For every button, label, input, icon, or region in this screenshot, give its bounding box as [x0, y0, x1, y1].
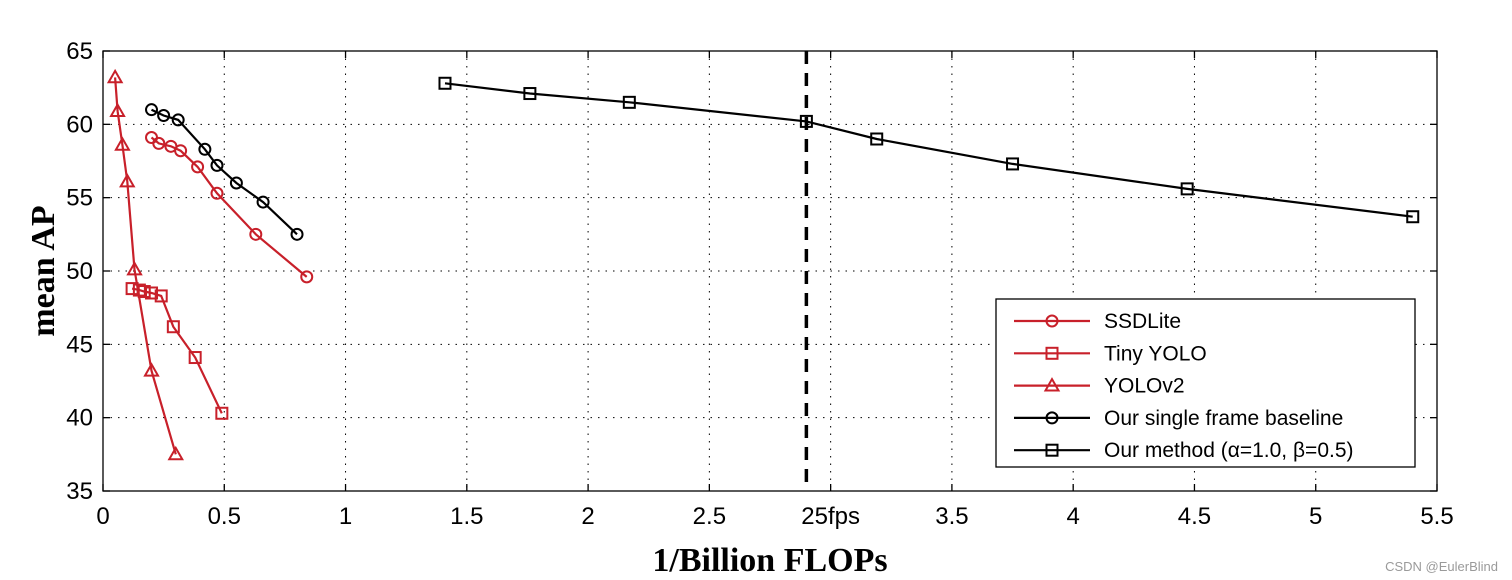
x-tick-label: 5: [1309, 503, 1322, 530]
series-group: [106, 68, 1420, 461]
series-3: [145, 103, 304, 241]
data-point: [198, 142, 212, 156]
legend-marker: [1045, 314, 1059, 328]
legend-label: SSDLite: [1104, 310, 1181, 333]
y-tick-label: 50: [66, 258, 93, 285]
data-point: [1406, 210, 1420, 224]
series-line: [114, 77, 177, 455]
x-tick-label: 0.5: [208, 503, 241, 530]
data-point: [438, 76, 452, 90]
data-point: [145, 286, 159, 300]
y-tick-label: 60: [66, 111, 93, 138]
x-axis-title: 1/Billion FLOPs: [652, 542, 887, 579]
data-point: [1006, 157, 1020, 171]
series-0: [145, 131, 314, 284]
data-point: [229, 176, 243, 190]
series-line: [444, 82, 1413, 218]
data-point: [188, 351, 202, 365]
ticks: 0 0.5 1 1.5 2 2.5 25fps 3.5 4 4.5 5 5.5 35 40 45 50 55 60…: [66, 38, 1453, 530]
x-tick-label: 2.5: [693, 503, 726, 530]
data-point: [191, 160, 205, 174]
data-point: [300, 270, 314, 284]
legend-marker: [1045, 443, 1059, 457]
data-point: [145, 103, 159, 117]
data-point: [799, 114, 813, 128]
x-tick-label: 25fps: [801, 503, 860, 530]
legend-label: YOLOv2: [1104, 375, 1185, 398]
data-point: [256, 195, 270, 209]
series-1: [125, 282, 229, 420]
data-point: [106, 68, 124, 84]
x-tick-label: 2: [581, 503, 594, 530]
data-point: [210, 186, 224, 200]
data-point: [166, 320, 180, 334]
data-point: [119, 173, 136, 188]
data-point: [174, 144, 188, 158]
data-point: [870, 132, 884, 146]
data-point: [290, 227, 304, 241]
legend-label: Tiny YOLO: [1104, 342, 1207, 365]
data-point: [126, 261, 143, 276]
data-point: [1180, 182, 1194, 196]
y-tick-label: 45: [66, 331, 93, 358]
y-tick-label: 40: [66, 405, 93, 432]
y-tick-label: 35: [66, 478, 93, 505]
legend-label: Our method (α=1.0, β=0.5): [1104, 439, 1354, 462]
x-tick-label: 1: [339, 503, 352, 530]
data-point: [210, 158, 224, 172]
data-point: [171, 113, 185, 127]
x-tick-label: 0: [96, 503, 109, 530]
data-point: [215, 406, 229, 420]
y-tick-label: 65: [66, 38, 93, 65]
data-point: [622, 95, 636, 109]
legend-label: Our single frame baseline: [1104, 407, 1343, 430]
data-point: [154, 289, 168, 303]
legend-marker: [1045, 346, 1059, 360]
x-tick-label: 4.5: [1178, 503, 1211, 530]
series-4: [438, 76, 1420, 224]
data-point: [109, 102, 126, 118]
y-tick-label: 55: [66, 185, 93, 212]
series-line: [150, 136, 308, 278]
x-tick-label: 5.5: [1420, 503, 1453, 530]
x-tick-label: 3.5: [935, 503, 968, 530]
legend-marker: [1045, 411, 1059, 425]
series-line: [131, 287, 223, 414]
series-2: [106, 68, 184, 461]
data-point: [167, 445, 184, 461]
data-point: [249, 227, 263, 241]
watermark: CSDN @EulerBlind: [1385, 559, 1498, 574]
data-point: [157, 109, 171, 123]
legend-box: [995, 298, 1416, 468]
legend: SSDLite Tiny YOLO YOLOv2 Our single frame b…: [995, 298, 1416, 468]
data-point: [114, 136, 131, 151]
data-point: [523, 87, 537, 101]
data-point: [143, 362, 160, 377]
series-line: [151, 108, 298, 236]
x-tick-label: 1.5: [450, 503, 483, 530]
y-axis-title: mean AP: [25, 205, 62, 336]
x-tick-label: 4: [1067, 503, 1080, 530]
data-point: [152, 136, 166, 150]
legend-marker: [1043, 377, 1061, 392]
